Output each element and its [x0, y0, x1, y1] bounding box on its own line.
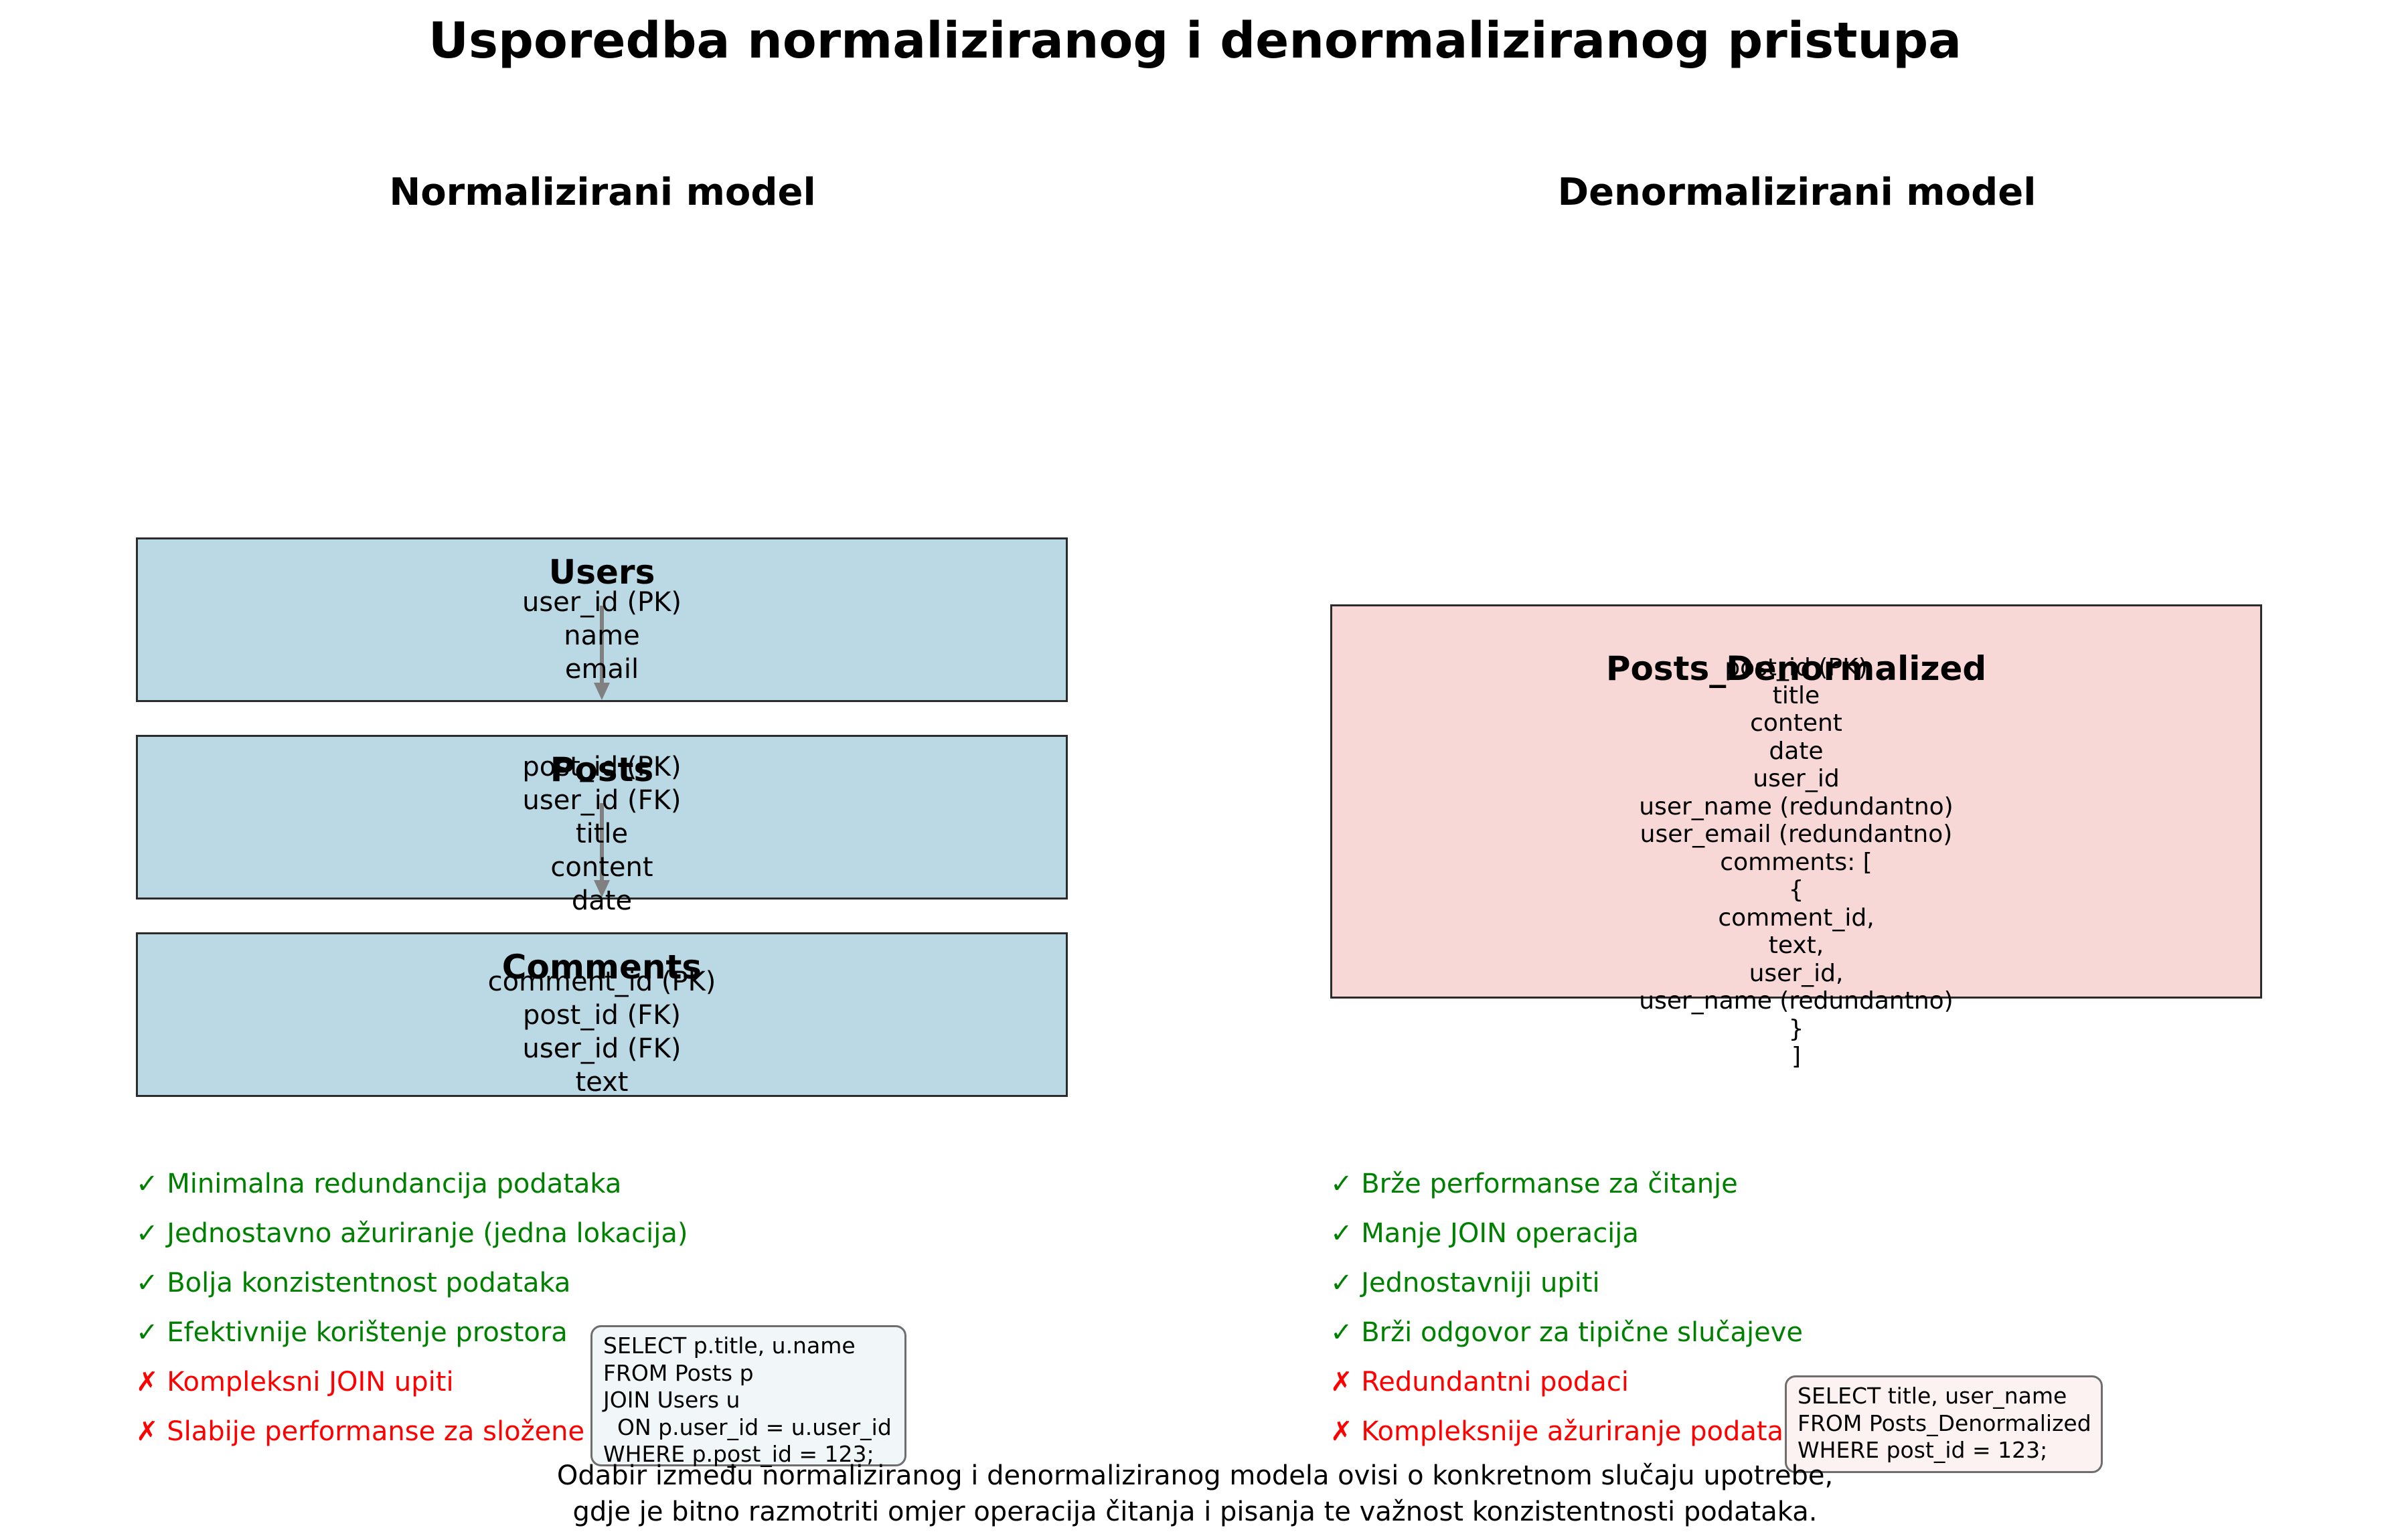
field: content [1750, 709, 1842, 737]
posts-table-name: Posts [550, 750, 654, 789]
field: ] [1791, 1043, 1802, 1070]
field: { [1788, 876, 1804, 904]
field: date [571, 885, 633, 916]
field: date [1769, 737, 1824, 765]
denormalized-heading: Denormalizirani model [1557, 171, 2037, 214]
pro-item: ✓ Brži odgovor za tipične slučajeve [1330, 1317, 1803, 1348]
comments-table-box [136, 932, 1068, 1097]
field: email [564, 654, 639, 685]
normalized-heading: Normalizirani model [389, 171, 816, 214]
field: title [575, 819, 629, 849]
field: name [564, 620, 640, 651]
normalized-query-box: SELECT p.title, u.name FROM Posts p JOIN… [590, 1325, 906, 1467]
pro-item: ✓ Manje JOIN operacija [1330, 1218, 1639, 1249]
posts-fields: post_id (PK) user_id (FK) title content … [401, 754, 803, 921]
posts-comments-arrowhead [594, 880, 610, 897]
pro-item: ✓ Jednostavniji upiti [1330, 1268, 1600, 1298]
pro-item: ✓ Brže performanse za čitanje [1330, 1169, 1738, 1199]
pro-item: ✓ Efektivnije korištenje prostora [136, 1317, 568, 1348]
field: title [1772, 681, 1820, 709]
field: post_id (PK) [522, 752, 682, 782]
comments-fields: comment_id (PK) post_id (FK) user_id (FK… [401, 968, 803, 1102]
field: post_id (PK) [1725, 654, 1868, 681]
pro-item: ✓ Bolja konzistentnost podataka [136, 1268, 571, 1298]
field: user_id (FK) [522, 785, 682, 816]
con-item: ✗ Slabije performanse za složene upite [136, 1416, 661, 1447]
con-item: ✗ Redundantni podaci [1330, 1367, 1629, 1397]
con-item: ✗ Kompleksni JOIN upiti [136, 1367, 454, 1397]
users-fields: user_id (PK) name email [401, 589, 803, 689]
field: comment_id, [1718, 904, 1875, 932]
field: user_id [1753, 765, 1840, 792]
field: comment_id (PK) [487, 966, 716, 997]
denormalized-query-box: SELECT title, user_name FROM Posts_Denor… [1785, 1375, 2103, 1473]
field: user_name (redundantno) [1639, 987, 1954, 1015]
users-posts-arrowhead [594, 683, 610, 700]
field: user_name (redundantno) [1639, 792, 1954, 821]
posts-denormalized-fields: post_id (PK) title content date user_id … [1528, 656, 2064, 1073]
field: content [550, 852, 653, 883]
pro-item: ✓ Minimalna redundancija podataka [136, 1169, 622, 1199]
field: text, [1768, 932, 1824, 959]
field: post_id (FK) [522, 1000, 682, 1031]
pro-item: ✓ Jednostavno ažuriranje (jedna lokacija… [136, 1218, 688, 1249]
con-item: ✗ Kompleksnije ažuriranje podataka [1330, 1416, 1816, 1447]
field: user_id, [1749, 959, 1844, 987]
page-title: Usporedba normaliziranog i denormalizira… [428, 12, 1962, 70]
field: text [575, 1067, 629, 1098]
field: } [1788, 1015, 1804, 1043]
users-table-name: Users [548, 553, 655, 592]
field: user_id (PK) [522, 587, 682, 618]
posts-denormalized-table-box [1330, 604, 2262, 999]
comments-table-name: Comments [501, 948, 702, 987]
field: user_id (FK) [522, 1033, 682, 1064]
field: comments: [ [1720, 848, 1873, 876]
conclusion-line: Odabir između normaliziranog i denormali… [556, 1460, 1834, 1491]
field: user_email (redundantno) [1640, 821, 1953, 848]
conclusion-text: Odabir između normaliziranog i denormali… [0, 1458, 2390, 1531]
normalized-pros-cons: ✓ Minimalna redundancija podataka ✓ Jedn… [136, 1171, 688, 1468]
conclusion-line: gdje je bitno razmotriti omjer operacija… [572, 1496, 1818, 1528]
denormalized-pros-cons: ✓ Brže performanse za čitanje ✓ Manje JO… [1330, 1171, 1815, 1468]
posts-denormalized-table-name: Posts_Denormalized [1605, 649, 1987, 688]
